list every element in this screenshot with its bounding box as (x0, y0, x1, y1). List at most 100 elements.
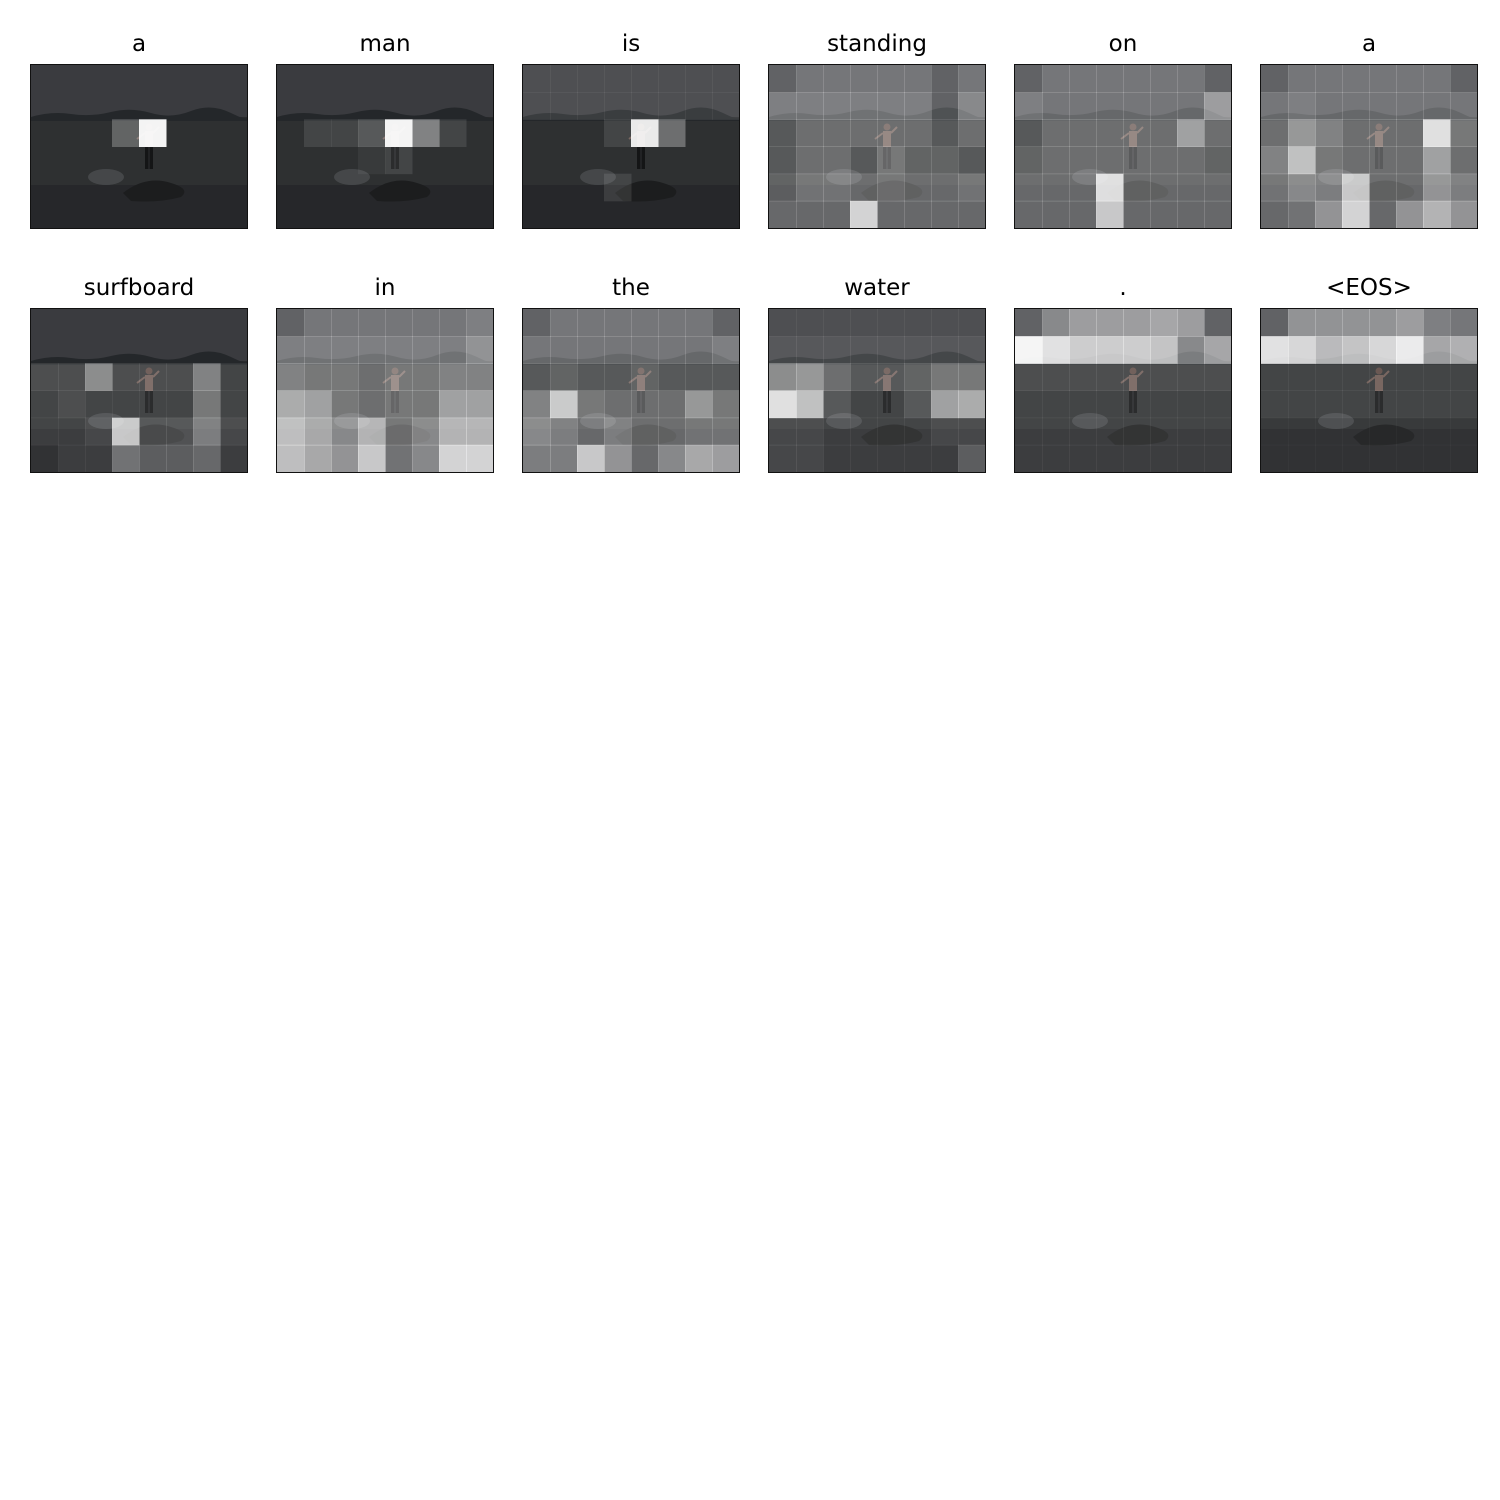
attention-cell (385, 309, 413, 337)
attention-cell (877, 65, 905, 93)
attention-cell (1369, 309, 1397, 337)
attention-cell (1015, 173, 1043, 202)
attention-cell (1015, 309, 1043, 337)
attention-cell (112, 390, 140, 419)
attention-cell (1342, 444, 1370, 472)
token-label: standing (827, 31, 927, 57)
attention-cell (904, 146, 932, 175)
attention-cell (823, 146, 851, 175)
attention-cell (193, 363, 221, 391)
attention-cell (877, 336, 905, 364)
attention-cell (1261, 390, 1289, 419)
attention-cell (1315, 173, 1343, 202)
attention-cell (604, 363, 632, 391)
attention-cell (523, 65, 551, 93)
attention-cell (877, 173, 905, 202)
attention-cell (1015, 390, 1043, 419)
attention-cell (958, 309, 985, 337)
attention-cell (658, 65, 686, 93)
attention-cell (1396, 309, 1424, 337)
attention-cell (904, 92, 932, 120)
token-panel: standing (768, 30, 986, 229)
splash (580, 413, 616, 429)
submerged-shape (861, 424, 923, 446)
attention-overlay (523, 309, 739, 472)
attention-cell (1015, 119, 1043, 147)
attention-cell (1123, 119, 1151, 147)
attention-cell (850, 444, 878, 472)
attention-cell (1450, 173, 1477, 202)
attention-cell (58, 444, 86, 472)
treeline (769, 107, 985, 121)
splash (88, 169, 124, 185)
attention-cell (796, 336, 824, 364)
attention-cell (1042, 363, 1070, 391)
attention-cell (1177, 200, 1205, 228)
attention-cell (1369, 119, 1397, 147)
submerged-shape (615, 424, 677, 446)
attention-cell (1123, 65, 1151, 93)
attention-cell (904, 390, 932, 419)
attention-cell (850, 200, 878, 228)
attention-cell (1396, 417, 1424, 446)
attention-cell (523, 309, 551, 337)
attention-cell (58, 417, 86, 446)
attention-cell (1261, 173, 1289, 202)
attention-cell (1204, 92, 1231, 120)
attention-cell (139, 417, 167, 446)
attention-cell (904, 417, 932, 446)
attention-cell (958, 363, 985, 391)
attention-overlay (769, 309, 985, 472)
attention-cell (112, 444, 140, 472)
attention-cell (1450, 390, 1477, 419)
attention-cell (769, 336, 797, 364)
attention-cell (1204, 336, 1231, 364)
attention-cell (604, 173, 632, 202)
attention-overlay (277, 309, 493, 472)
attention-cell (85, 417, 113, 446)
attention-cell (385, 146, 413, 175)
attention-cell (931, 417, 959, 446)
attention-cell (931, 444, 959, 472)
token-label: <EOS> (1326, 275, 1412, 301)
attention-cell (877, 146, 905, 175)
attention-cell (931, 146, 959, 175)
treeline (769, 351, 985, 365)
attention-cell (277, 444, 305, 472)
attention-cell (877, 390, 905, 419)
attention-cell (769, 200, 797, 228)
attention-cell (1150, 390, 1178, 419)
attention-cell (712, 309, 739, 337)
attention-cell (1204, 173, 1231, 202)
attention-cell (1015, 200, 1043, 228)
attention-cell (1342, 390, 1370, 419)
attention-cell (1123, 363, 1151, 391)
treeline (31, 351, 247, 365)
attention-cell (1315, 309, 1343, 337)
attention-cell (712, 444, 739, 472)
attention-cell (823, 336, 851, 364)
attention-cell (1123, 417, 1151, 446)
attention-cell (358, 119, 386, 147)
attention-cell (331, 444, 359, 472)
attention-cell (1369, 92, 1397, 120)
attention-cell (1015, 65, 1043, 93)
attention-cell (577, 65, 605, 93)
attention-cell (685, 363, 713, 391)
attention-cell (823, 444, 851, 472)
attention-cell (823, 309, 851, 337)
attention-cell (1261, 92, 1289, 120)
attention-overlay (304, 119, 467, 175)
attention-cell (823, 417, 851, 446)
attention-cell (1150, 444, 1178, 472)
attention-cell (685, 65, 713, 93)
attention-cell (658, 417, 686, 446)
token-panel: on (1014, 30, 1232, 229)
attention-cell (658, 444, 686, 472)
attention-heatmap (523, 65, 739, 228)
attention-cell (31, 444, 59, 472)
attention-cell (331, 309, 359, 337)
attention-cell (796, 444, 824, 472)
attention-cell (304, 390, 332, 419)
attention-cell (877, 309, 905, 337)
